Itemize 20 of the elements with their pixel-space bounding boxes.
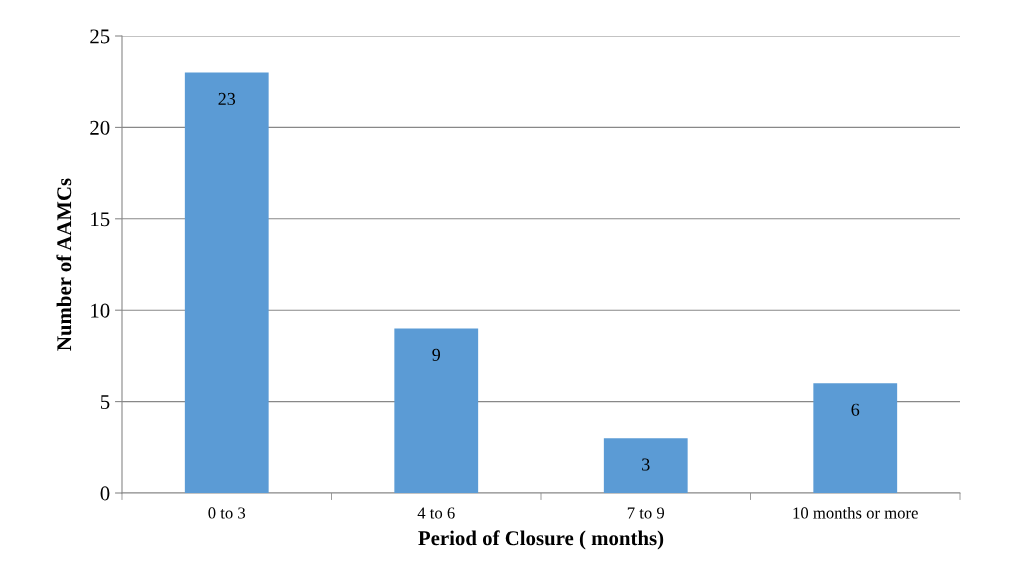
data-label: 6 bbox=[851, 403, 860, 416]
y-axis-title: Number of AAMCs bbox=[56, 178, 72, 351]
x-tick-label: 0 to 3 bbox=[208, 507, 246, 519]
x-axis-title: Period of Closure ( months) bbox=[418, 530, 664, 550]
y-tick-label: 20 bbox=[90, 120, 110, 135]
bar bbox=[394, 328, 479, 493]
y-tick-label: 25 bbox=[90, 29, 110, 44]
y-tick-label: 5 bbox=[100, 395, 110, 410]
y-tick-label: 10 bbox=[91, 303, 110, 318]
data-label: 23 bbox=[218, 92, 236, 105]
bar bbox=[184, 72, 269, 493]
data-label: 9 bbox=[432, 348, 441, 361]
y-tick-label: 15 bbox=[91, 212, 110, 227]
bar bbox=[813, 383, 898, 493]
x-tick-label: 4 to 6 bbox=[417, 507, 455, 519]
x-tick-label: 7 to 9 bbox=[627, 507, 665, 519]
bar bbox=[603, 438, 688, 493]
y-tick-label: 0 bbox=[100, 486, 110, 501]
x-tick-label: 10 months or more bbox=[793, 506, 918, 519]
data-label: 3 bbox=[642, 458, 650, 471]
